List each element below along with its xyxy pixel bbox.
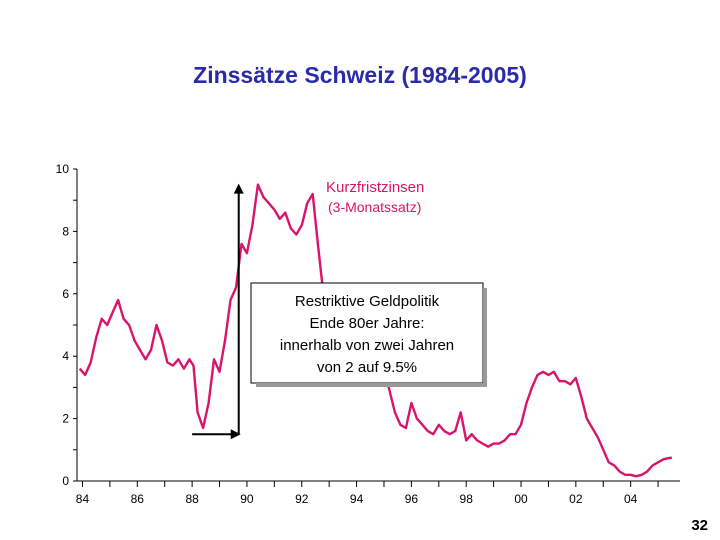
x-tick-label: 94 [350,492,364,506]
y-tick-label: 4 [62,349,69,363]
annotation-line-2: Ende 80er Jahre: [309,315,424,332]
y-tick-label: 6 [62,287,69,301]
x-tick-label: 98 [460,492,474,506]
arrowhead-right [230,429,241,440]
annotation-line-3: innerhalb von zwei Jahren [280,337,454,354]
chart-title: Zinssätze Schweiz (1984-2005) [193,62,527,88]
x-tick-label: 86 [131,492,145,506]
x-tick-label: 96 [405,492,419,506]
y-tick-label: 10 [56,162,70,176]
x-tick-label: 88 [185,492,199,506]
page-number: 32 [691,517,708,534]
annotation-box-shadow-bottom [256,383,487,387]
y-tick-label: 2 [62,412,69,426]
series-label-line-2: (3-Monatssatz) [328,199,421,215]
annotation-line-4: von 2 auf 9.5% [317,359,417,376]
y-tick-label: 8 [62,224,69,238]
annotation-box: Restriktive Geldpolitik Ende 80er Jahre:… [250,282,487,387]
annotation-box-frame [250,282,484,384]
series-label-line-1: Kurzfristzinsen [326,179,424,196]
x-tick-label: 00 [514,492,528,506]
annotation-arrow [192,183,244,440]
x-tick-label: 02 [569,492,583,506]
arrowhead-up [233,183,244,194]
y-tick-label: 0 [62,474,69,488]
x-tick-label: 84 [76,492,90,506]
x-tick-label: 92 [295,492,309,506]
annotation-line-1: Restriktive Geldpolitik [295,293,440,310]
annotation-box-shadow [483,288,487,387]
x-tick-label: 04 [624,492,638,506]
x-tick-label: 90 [240,492,254,506]
